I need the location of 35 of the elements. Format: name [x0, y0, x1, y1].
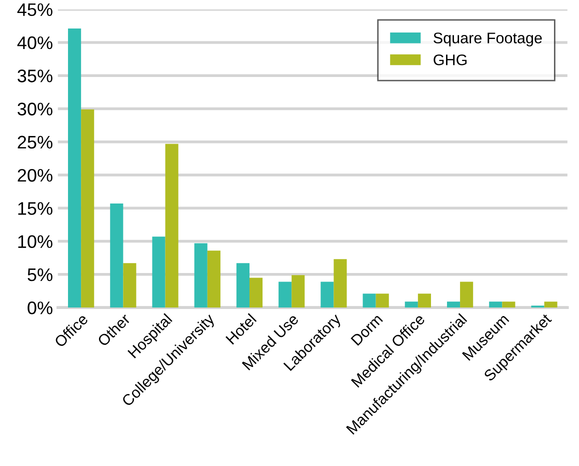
bar: [292, 275, 305, 308]
bar: [165, 144, 178, 308]
bar: [68, 28, 82, 308]
bar: [418, 294, 431, 308]
y-tick-label: 30%: [18, 102, 52, 116]
bar: [152, 236, 166, 308]
bar: [194, 243, 208, 308]
bar: [544, 302, 558, 308]
bar: [460, 282, 474, 308]
bar: [489, 302, 502, 308]
bar: [278, 282, 292, 308]
bar: [446, 302, 460, 308]
y-tick-label: 10%: [18, 235, 52, 248]
y-tick-label: 0%: [28, 301, 52, 314]
bar: [362, 294, 376, 308]
y-tick-label: 5%: [28, 268, 52, 282]
legend-label: GHG: [434, 54, 467, 66]
y-tick-label: 45%: [17, 3, 52, 16]
legend-label: Square Footage: [434, 32, 542, 46]
bar: [502, 302, 516, 308]
bar: [236, 263, 250, 308]
y-tick-label: 25%: [18, 136, 52, 149]
bar: [376, 294, 389, 308]
y-tick-label: 40%: [17, 36, 52, 50]
bar: [334, 259, 347, 308]
bar: [320, 282, 334, 308]
y-tick-label: 35%: [18, 70, 52, 82]
bar: [123, 263, 136, 308]
y-tick-label: 15%: [18, 202, 52, 215]
bar: [110, 204, 124, 308]
y-tick-label: 20%: [18, 168, 52, 182]
bar: [81, 109, 94, 308]
bar: [249, 278, 263, 308]
bar: [404, 302, 418, 308]
bar: [207, 250, 220, 308]
